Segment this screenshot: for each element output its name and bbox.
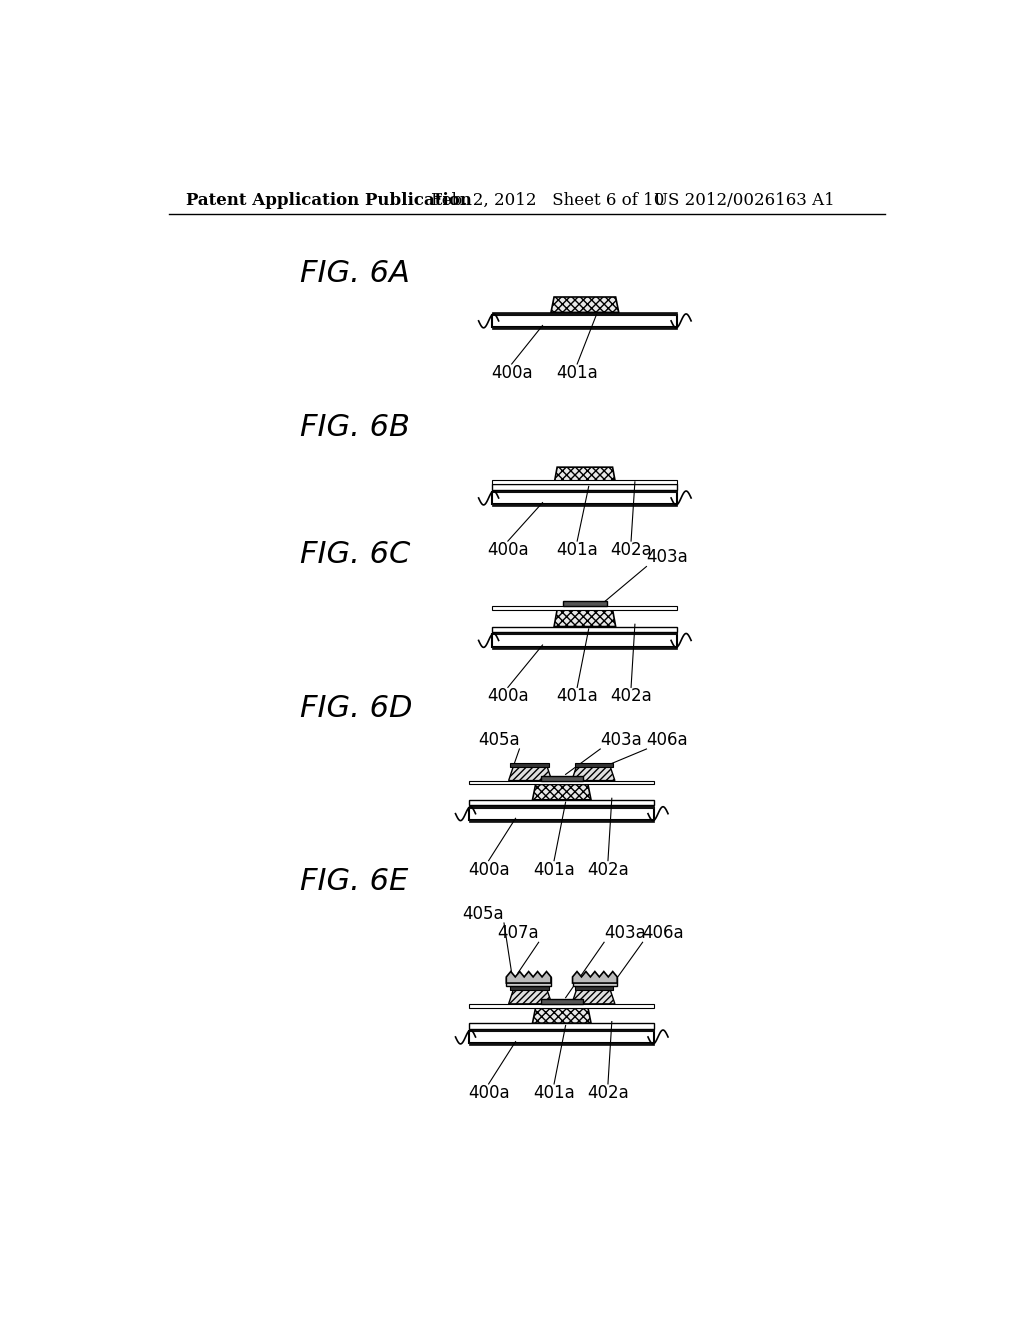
Text: 401a: 401a — [556, 688, 598, 705]
Text: 400a: 400a — [468, 1084, 509, 1102]
Text: FIG. 6B: FIG. 6B — [300, 412, 410, 441]
Text: 402a: 402a — [610, 541, 652, 560]
Polygon shape — [506, 972, 551, 983]
Text: 402a: 402a — [587, 1084, 629, 1102]
Polygon shape — [554, 610, 615, 627]
Bar — [493, 632, 677, 635]
Polygon shape — [571, 990, 614, 1003]
Bar — [541, 999, 584, 1003]
Bar — [493, 314, 677, 327]
Bar — [493, 480, 677, 484]
Bar — [541, 776, 584, 780]
Bar — [493, 606, 677, 610]
Bar — [469, 1043, 654, 1045]
Text: 402a: 402a — [610, 688, 652, 705]
Bar — [493, 492, 677, 504]
Bar — [469, 1028, 654, 1031]
Text: 400a: 400a — [490, 364, 532, 381]
Polygon shape — [571, 767, 614, 780]
Text: 406a: 406a — [643, 924, 684, 942]
Bar — [572, 977, 617, 986]
Bar — [574, 986, 613, 990]
Text: FIG. 6C: FIG. 6C — [300, 540, 411, 569]
Text: FIG. 6A: FIG. 6A — [300, 259, 410, 288]
Text: 403a: 403a — [600, 731, 642, 748]
Text: Patent Application Publication: Patent Application Publication — [186, 193, 472, 210]
Bar — [469, 805, 654, 808]
Bar — [493, 327, 677, 330]
Bar — [469, 808, 654, 820]
Polygon shape — [532, 1007, 591, 1023]
Text: FIG. 6D: FIG. 6D — [300, 693, 413, 722]
Text: Feb. 2, 2012   Sheet 6 of 10: Feb. 2, 2012 Sheet 6 of 10 — [431, 193, 665, 210]
Bar — [493, 504, 677, 507]
Polygon shape — [572, 972, 617, 983]
Text: 406a: 406a — [646, 731, 688, 748]
Text: 405a: 405a — [463, 906, 504, 923]
Text: 402a: 402a — [587, 861, 629, 879]
Polygon shape — [532, 784, 591, 800]
Bar — [510, 986, 549, 990]
Bar — [469, 1023, 654, 1028]
Bar — [510, 763, 549, 767]
Polygon shape — [551, 297, 618, 313]
Bar — [574, 763, 613, 767]
Text: FIG. 6E: FIG. 6E — [300, 867, 409, 896]
Text: 405a: 405a — [478, 731, 519, 748]
Text: 407a: 407a — [497, 924, 539, 942]
Bar — [493, 484, 677, 490]
Text: 403a: 403a — [646, 549, 688, 566]
Bar — [469, 1031, 654, 1043]
Bar — [493, 635, 677, 647]
Text: 403a: 403a — [604, 924, 646, 942]
Polygon shape — [509, 767, 552, 780]
Text: 400a: 400a — [468, 861, 509, 879]
Bar — [469, 780, 654, 784]
Polygon shape — [509, 990, 552, 1003]
Text: 401a: 401a — [534, 1084, 574, 1102]
Text: 401a: 401a — [556, 364, 598, 381]
Bar — [493, 647, 677, 649]
Bar — [506, 977, 551, 986]
Text: 400a: 400a — [487, 688, 528, 705]
Bar — [493, 627, 677, 632]
Polygon shape — [554, 467, 615, 484]
Text: 401a: 401a — [556, 541, 598, 560]
Bar — [562, 601, 607, 606]
Bar — [469, 1003, 654, 1007]
Bar — [493, 313, 677, 314]
Text: US 2012/0026163 A1: US 2012/0026163 A1 — [654, 193, 835, 210]
Bar — [493, 490, 677, 492]
Bar — [469, 820, 654, 822]
Text: 400a: 400a — [487, 541, 528, 560]
Text: 401a: 401a — [534, 861, 574, 879]
Bar — [469, 800, 654, 805]
